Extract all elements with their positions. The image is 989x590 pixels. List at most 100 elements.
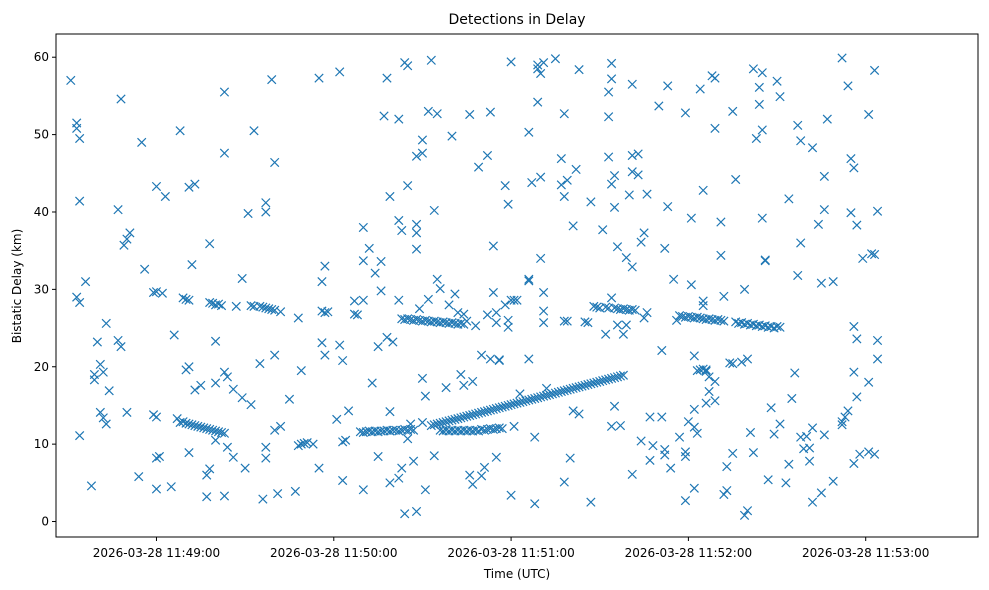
data-point-marker — [801, 431, 812, 442]
data-point-marker — [512, 398, 522, 408]
data-point-marker — [550, 54, 561, 64]
data-point-marker — [258, 302, 268, 312]
data-point-marker — [674, 311, 685, 321]
data-point-marker — [432, 419, 442, 429]
data-point-marker — [196, 380, 206, 390]
data-point-marker — [633, 170, 643, 180]
data-point-marker — [500, 181, 510, 191]
data-point-marker — [500, 401, 510, 411]
data-point-marker — [606, 373, 617, 383]
data-point-marker — [491, 403, 501, 414]
data-point-marker — [609, 401, 620, 411]
data-point-marker — [450, 414, 460, 424]
data-point-marker — [698, 300, 708, 311]
data-point-marker — [184, 182, 194, 192]
data-point-marker — [338, 355, 348, 366]
y-axis-ticks: 0 10 20 30 40 50 60 — [34, 50, 56, 529]
data-point-marker — [157, 288, 168, 298]
data-point-marker — [642, 189, 652, 199]
data-point-marker — [420, 391, 431, 401]
data-point-marker — [403, 61, 413, 71]
data-point-marker — [612, 242, 623, 252]
data-point-marker — [293, 441, 303, 451]
data-point-marker — [722, 461, 732, 472]
data-point-marker — [728, 106, 738, 117]
data-point-marker — [411, 314, 422, 325]
data-point-marker — [488, 424, 498, 435]
data-point-marker — [394, 295, 404, 305]
data-point-marker — [657, 412, 667, 422]
data-point-marker — [609, 372, 620, 383]
x-tick-label: 2026-03-28 11:50:00 — [270, 546, 397, 560]
data-point-marker — [536, 68, 546, 79]
data-point-marker — [426, 55, 436, 65]
data-point-marker — [358, 485, 368, 495]
data-point-marker — [270, 350, 280, 360]
y-tick-label: 50 — [34, 128, 49, 142]
data-point-marker — [290, 486, 300, 496]
data-point-marker — [75, 133, 85, 144]
data-point-marker — [757, 68, 767, 78]
data-point-marker — [207, 425, 218, 435]
data-point-marker — [95, 359, 105, 370]
data-point-marker — [270, 425, 280, 435]
data-point-marker — [456, 318, 466, 329]
data-point-marker — [202, 470, 212, 480]
data-point-marker — [849, 367, 859, 377]
data-point-marker — [216, 427, 227, 438]
data-point-marker — [804, 456, 815, 466]
data-point-marker — [849, 321, 859, 332]
data-point-marker — [456, 413, 466, 423]
data-point-marker — [284, 394, 295, 404]
data-point-marker — [385, 407, 395, 417]
data-point-marker — [411, 244, 422, 254]
data-point-marker — [739, 284, 750, 294]
data-point-marker — [719, 489, 729, 500]
data-point-marker — [187, 420, 197, 430]
data-point-marker — [134, 472, 144, 482]
data-point-marker — [538, 287, 549, 298]
data-point-marker — [645, 455, 655, 466]
data-point-marker — [441, 417, 451, 427]
data-point-marker — [411, 506, 422, 517]
data-point-marker — [748, 64, 759, 74]
data-point-marker — [562, 175, 572, 185]
data-point-marker — [660, 243, 670, 253]
data-point-marker — [627, 304, 637, 315]
data-point-marker — [349, 309, 360, 319]
data-point-marker — [763, 475, 773, 485]
data-point-marker — [178, 293, 188, 303]
data-point-marker — [692, 365, 702, 376]
x-tick-label: 2026-03-28 11:51:00 — [447, 546, 574, 560]
data-point-marker — [255, 359, 265, 369]
data-point-marker — [411, 219, 422, 229]
data-point-marker — [603, 152, 614, 162]
data-point-marker — [219, 148, 230, 158]
data-point-marker — [657, 345, 667, 356]
data-point-marker — [441, 383, 451, 393]
data-point-marker — [757, 213, 767, 223]
data-point-marker — [137, 137, 147, 147]
data-point-marker — [556, 180, 566, 190]
data-point-marker — [728, 448, 738, 459]
data-point-marker — [160, 191, 170, 202]
data-point-marker — [710, 396, 720, 406]
data-point-marker — [645, 412, 655, 422]
data-point-marker — [385, 191, 395, 202]
data-point-marker — [92, 337, 102, 347]
data-point-marker — [541, 390, 552, 401]
data-point-marker — [388, 337, 398, 347]
data-point-marker — [169, 330, 179, 340]
data-point-marker — [317, 277, 327, 287]
data-point-marker — [541, 383, 552, 394]
data-point-marker — [533, 393, 543, 403]
data-point-marker — [807, 143, 818, 153]
data-point-marker — [459, 309, 469, 319]
data-point-marker — [562, 385, 572, 395]
plot-background — [56, 34, 978, 537]
data-point-marker — [701, 366, 711, 377]
data-point-marker — [515, 389, 525, 399]
data-point-marker — [202, 424, 212, 434]
data-point-marker — [473, 162, 484, 172]
